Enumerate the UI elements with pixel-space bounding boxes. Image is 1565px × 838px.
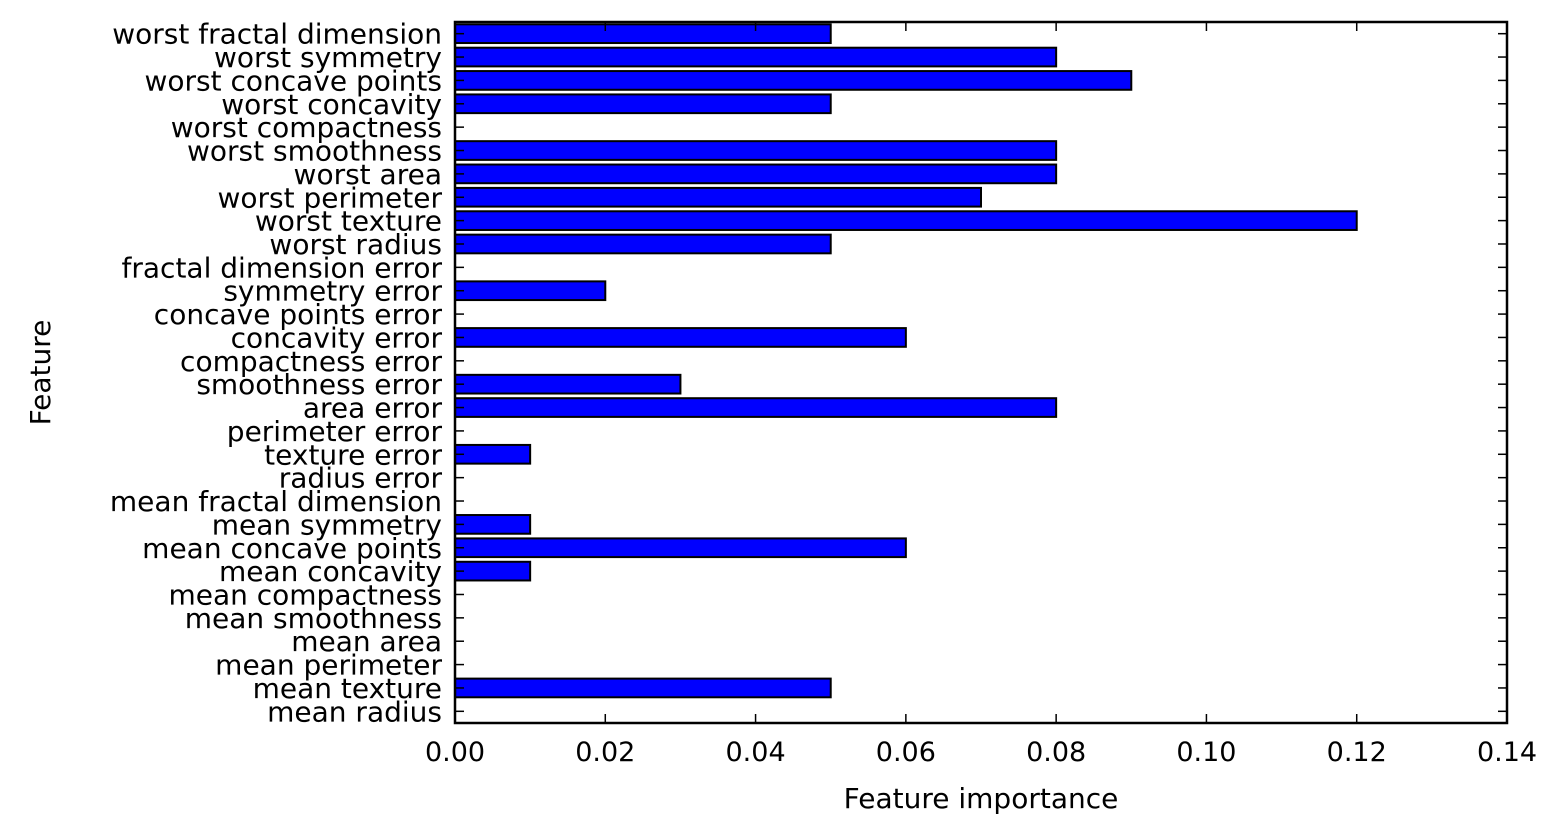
- bar-worst-radius: [454, 233, 832, 255]
- bar-concavity-error: [454, 327, 907, 348]
- bar-symmetry-error: [454, 280, 607, 302]
- bar-mean-concave-points: [454, 537, 907, 559]
- y-tick-label: mean perimeter: [215, 649, 442, 682]
- y-tick-label: worst area: [294, 158, 442, 191]
- y-tick-label: mean concave points: [142, 532, 442, 565]
- y-tick-label: worst smoothness: [187, 135, 442, 168]
- bar-area-error: [454, 397, 1058, 418]
- y-tick-label: smoothness error: [196, 368, 442, 401]
- bar-mean-texture: [454, 677, 832, 699]
- x-tick-label: 0.10: [1176, 737, 1236, 768]
- x-axis-title: Feature importance: [844, 782, 1119, 815]
- x-tick-label: 0.14: [1477, 737, 1537, 768]
- y-tick-label: mean symmetry: [212, 508, 442, 541]
- y-tick-label: area error: [303, 392, 443, 425]
- y-tick-label: perimeter error: [227, 415, 443, 448]
- x-tick-label: 0.00: [425, 737, 485, 768]
- bar-worst-area: [454, 163, 1058, 185]
- bar-worst-perimeter: [454, 186, 982, 208]
- y-tick-label: symmetry error: [223, 275, 442, 308]
- y-tick-label: texture error: [264, 438, 442, 471]
- y-tick-label: mean texture: [253, 672, 442, 705]
- y-tick-label: compactness error: [180, 345, 442, 378]
- y-tick-label: mean area: [291, 625, 442, 658]
- x-tick-label: 0.02: [575, 737, 635, 768]
- bar-mean-symmetry: [454, 514, 532, 535]
- bar-worst-smoothness: [454, 140, 1058, 161]
- x-tick-label: 0.06: [876, 737, 936, 768]
- x-tick-label: 0.12: [1327, 737, 1387, 768]
- bar-worst-concavity: [454, 93, 832, 115]
- y-tick-label: mean smoothness: [185, 602, 442, 635]
- y-tick-label: worst texture: [255, 205, 442, 238]
- y-tick-label: worst compactness: [171, 111, 442, 144]
- bar-mean-concavity: [454, 560, 532, 582]
- y-tick-label: mean radius: [267, 695, 442, 728]
- y-tick-label: mean concavity: [219, 555, 442, 588]
- y-tick-label: mean compactness: [168, 578, 442, 611]
- x-ticks-group: 0.00 0.02 0.04 0.06 0.08 0.10 0.12 0.14: [425, 22, 1537, 768]
- y-tick-label: worst concave points: [144, 64, 442, 97]
- bars-group: [454, 23, 1358, 699]
- y-tick-label: concavity error: [231, 321, 443, 354]
- y-axis-title: Feature: [24, 320, 57, 426]
- bar-smoothness-error: [454, 373, 682, 395]
- y-tick-label: radius error: [279, 462, 443, 495]
- y-tick-label: worst radius: [269, 228, 442, 261]
- y-tick-label: fractal dimension error: [122, 251, 443, 284]
- y-tick-label: worst concavity: [221, 88, 442, 121]
- bar-worst-texture: [454, 210, 1358, 231]
- y-tick-label: worst fractal dimension: [112, 18, 442, 51]
- bar-worst-symmetry: [454, 46, 1058, 68]
- x-tick-label: 0.04: [726, 737, 786, 768]
- y-tick-label: concave points error: [154, 298, 443, 331]
- y-tick-label: worst perimeter: [217, 181, 442, 214]
- x-tick-label: 0.08: [1026, 737, 1086, 768]
- y-tick-label: worst symmetry: [214, 41, 442, 74]
- bar-worst-concave-points: [454, 70, 1133, 91]
- bar-texture-error: [454, 443, 532, 465]
- plot-frame: [453, 20, 1509, 725]
- bar-worst-fractal-dimension: [454, 23, 832, 45]
- y-tick-label: mean fractal dimension: [110, 485, 442, 518]
